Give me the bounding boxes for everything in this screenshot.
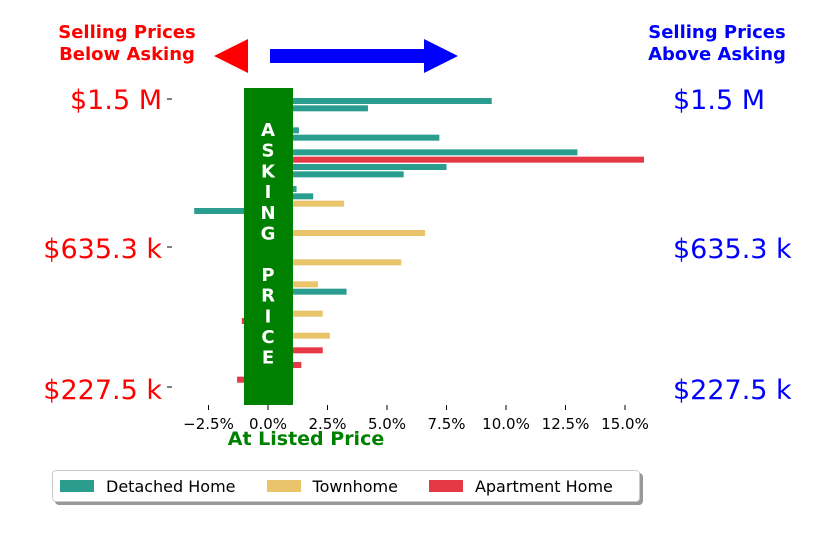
x-axis-label: At Listed Price (228, 428, 384, 450)
legend-swatch-detached (60, 480, 94, 492)
bar (268, 200, 345, 207)
price-label-right-mid: $635.3 k (673, 234, 792, 265)
legend-swatch-apartment (428, 480, 463, 492)
bar (268, 149, 578, 156)
x-tick-label: 15.0% (601, 415, 649, 433)
left-arrow-icon (214, 39, 248, 73)
x-tick-label: 7.5% (427, 415, 465, 433)
band-letter: C (261, 327, 274, 348)
x-tick-label: 10.0% (482, 415, 530, 433)
band-letter: K (261, 161, 276, 182)
bar (268, 288, 347, 295)
bar (268, 332, 330, 339)
asking-price-band (244, 88, 293, 405)
bar (268, 171, 404, 178)
right-arrow-icon (270, 39, 458, 73)
bar (268, 98, 492, 104)
legend: Detached Home Townhome Apartment Home (52, 470, 640, 502)
header-left-line2: Below Asking (59, 44, 195, 65)
bar (268, 105, 368, 112)
bar (268, 164, 447, 170)
x-tick-label: 0.0% (249, 415, 287, 433)
band-letter: G (261, 224, 276, 245)
price-label-right-low: $227.5 k (673, 375, 792, 406)
x-axis: −2.5% 0.0% 2.5% 5.0% 7.5% 10.0% 12.5% 15.0% (183, 405, 649, 433)
price-label-left-mid: $635.3 k (43, 234, 162, 265)
price-label-left-low: $227.5 k (43, 375, 162, 406)
x-tick-label: 5.0% (368, 415, 406, 433)
band-letter: I (265, 182, 272, 203)
bar (194, 208, 268, 214)
legend-swatch-townhome (266, 480, 301, 492)
legend-label-townhome: Townhome (312, 476, 398, 496)
band-letter: R (261, 286, 275, 307)
bar (268, 230, 426, 236)
price-label-left-high: $1.5 M (70, 85, 162, 116)
header-right-line1: Selling Prices (648, 22, 785, 43)
band-letter: N (260, 203, 275, 224)
x-tick-label: 2.5% (308, 415, 346, 433)
bar (268, 310, 323, 317)
x-tick-label: −2.5% (183, 415, 234, 433)
band-letter: A (261, 120, 275, 141)
header-left-line1: Selling Prices (58, 22, 195, 43)
band-letter: E (262, 348, 274, 369)
bar (268, 134, 440, 141)
bar (268, 156, 645, 163)
band-letter: P (261, 265, 274, 286)
legend-item-townhome: Townhome (266, 476, 398, 496)
legend-item-apartment: Apartment Home (428, 476, 613, 496)
legend-item-detached: Detached Home (60, 477, 236, 496)
band-letter: S (262, 141, 275, 162)
band-letter: I (265, 306, 272, 327)
x-tick-label: 12.5% (542, 415, 590, 433)
header-right-line2: Above Asking (648, 44, 786, 65)
legend-label-apartment: Apartment Home (474, 476, 613, 496)
price-label-right-high: $1.5 M (673, 85, 765, 116)
legend-label-detached: Detached Home (106, 476, 236, 496)
bar (268, 347, 323, 354)
bar (268, 259, 402, 266)
